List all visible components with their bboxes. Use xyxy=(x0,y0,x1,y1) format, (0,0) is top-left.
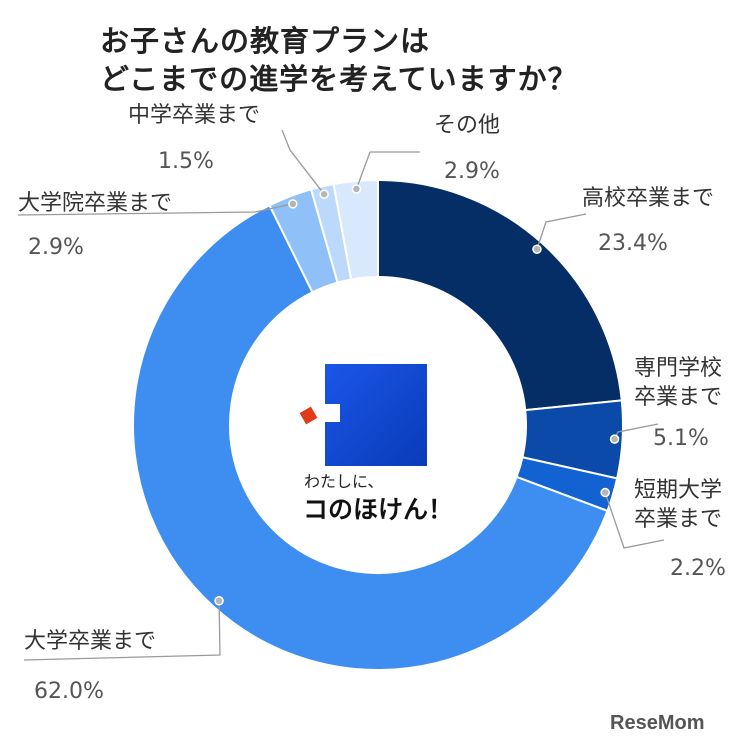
watermark-logo: ReseMom xyxy=(610,712,705,734)
brand-tagline-small: わたしに、 xyxy=(304,472,384,491)
leader-line-6 xyxy=(355,151,420,190)
leader-line-2 xyxy=(604,492,665,549)
leader-dot-6 xyxy=(351,184,362,194)
slice-label-1-line-0: 専門学校 xyxy=(634,356,722,381)
slice-value-5: 1.5% xyxy=(158,149,214,174)
slice-value-2: 2.2% xyxy=(670,556,726,581)
donut-slice-3 xyxy=(132,203,609,671)
slice-label-1-line-1: 卒業まで xyxy=(634,385,722,410)
slice-value-1: 5.1% xyxy=(653,426,709,451)
donut-slice-6 xyxy=(332,178,379,281)
leader-dot-3 xyxy=(214,596,224,606)
slice-value-4: 2.9% xyxy=(28,235,84,260)
leader-dot-1 xyxy=(609,434,620,444)
slice-label-4-line-0: 大学院卒業まで xyxy=(18,191,172,216)
slice-label-2-line-1: 卒業まで xyxy=(634,507,722,532)
leader-line-5 xyxy=(281,129,325,195)
slice-label-2-line-0: 短期大学 xyxy=(634,478,722,503)
brand-logo-square xyxy=(325,364,427,466)
leader-line-4 xyxy=(17,203,293,216)
leader-dot-5 xyxy=(319,189,329,199)
leader-line-0 xyxy=(536,213,587,250)
slice-value-6: 2.9% xyxy=(444,159,500,184)
leader-dot-4 xyxy=(288,199,298,209)
slice-label-3-line-0: 大学卒業まで xyxy=(24,629,156,654)
chart-title-line-1: お子さんの教育プランは xyxy=(100,24,431,58)
slice-value-0: 23.4% xyxy=(598,231,668,256)
slice-label-0-line-0: 高校卒業まで xyxy=(582,186,714,211)
brand-tagline-big: コのほけん！ xyxy=(303,495,454,524)
leader-dot-0 xyxy=(532,244,542,254)
donut-slice-0 xyxy=(377,178,623,412)
brand-logo-notch xyxy=(320,404,340,422)
slice-label-6-line-0: その他 xyxy=(434,113,500,138)
chart-title-line-2: どこまでの進学を考えていますか？ xyxy=(100,62,578,96)
slice-value-3: 62.0% xyxy=(34,679,104,704)
slice-label-5-line-0: 中学卒業まで xyxy=(128,103,260,128)
leader-dot-2 xyxy=(600,487,610,498)
leader-line-3 xyxy=(23,600,221,661)
